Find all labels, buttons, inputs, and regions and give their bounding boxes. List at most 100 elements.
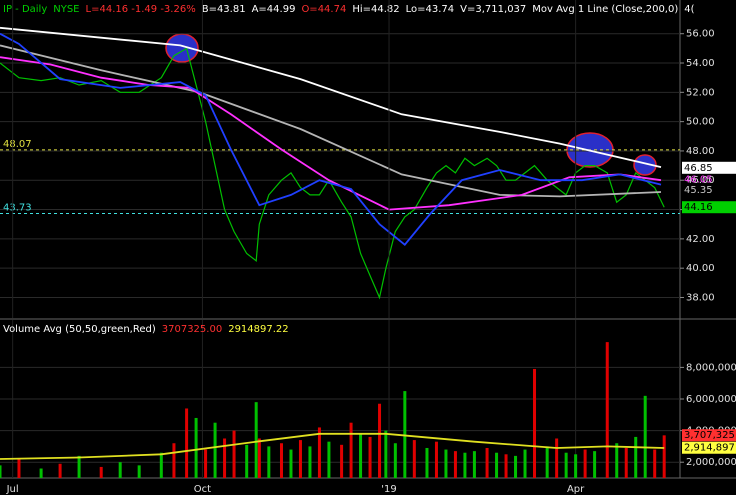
last-value-label: 46.05 bbox=[684, 175, 713, 186]
header-text: 4( bbox=[684, 4, 694, 15]
header-text: Hi=44.82 bbox=[352, 4, 399, 15]
volume-bar bbox=[77, 455, 81, 478]
volume-bar bbox=[593, 451, 597, 478]
volume-bar bbox=[118, 462, 122, 478]
volume-bar bbox=[39, 468, 43, 478]
volume-bar bbox=[232, 430, 236, 478]
volume-bar bbox=[137, 465, 141, 478]
volume-bar bbox=[574, 454, 578, 478]
volume-bar bbox=[564, 452, 568, 478]
volume-bar bbox=[434, 441, 438, 478]
volume-bar bbox=[368, 436, 372, 478]
volume-bar bbox=[495, 452, 499, 478]
header-text: L=44.16 -1.49 -3.26% bbox=[86, 4, 196, 15]
volume-bar bbox=[172, 443, 176, 478]
last-value-box bbox=[682, 201, 736, 214]
volume-bar bbox=[267, 446, 271, 478]
y-tick-label: 40.00 bbox=[686, 263, 715, 274]
y-tick-label: 50.00 bbox=[686, 117, 715, 128]
level-label: 48.07 bbox=[3, 139, 32, 150]
last-value-label: 3,707,325 bbox=[684, 430, 735, 441]
volume-bar bbox=[58, 463, 62, 478]
last-value-box bbox=[682, 441, 736, 454]
last-value-label: 2,914,897 bbox=[684, 443, 735, 454]
header-text: A=44.99 bbox=[252, 4, 296, 15]
volume-bar bbox=[662, 435, 666, 478]
header-text: Volume Avg (50,50,green,Red) bbox=[3, 324, 156, 335]
header-text: Mov Avg 1 Line (Close,200,0) bbox=[532, 4, 678, 15]
volume-bar bbox=[403, 391, 407, 478]
volume-bar bbox=[308, 446, 312, 478]
volume-bar bbox=[340, 444, 344, 478]
volume-bar bbox=[605, 342, 609, 478]
volume-bar bbox=[412, 440, 416, 478]
volume-bar bbox=[279, 443, 283, 478]
volume-bar bbox=[533, 368, 537, 478]
y-tick-label: 46.00 bbox=[686, 175, 715, 186]
volume-bar bbox=[245, 444, 249, 478]
volume-bar bbox=[384, 430, 388, 478]
header-text: 2914897.22 bbox=[228, 324, 288, 335]
volume-bar bbox=[257, 438, 261, 478]
header-text: Lo=43.74 bbox=[406, 4, 455, 15]
x-tick-label: '19 bbox=[381, 484, 396, 495]
volume-bar bbox=[624, 447, 628, 478]
x-tick-label: Oct bbox=[194, 484, 211, 495]
y-tick-label: 38.00 bbox=[686, 292, 715, 303]
last-value-label: 44.16 bbox=[684, 202, 713, 213]
volume-bar bbox=[555, 438, 559, 478]
volume-bar bbox=[298, 440, 302, 478]
highlight-ellipse bbox=[633, 154, 657, 176]
volume-bar bbox=[204, 449, 208, 478]
header-text: V=3,711,037 bbox=[460, 4, 526, 15]
x-tick-label: Apr bbox=[567, 484, 585, 495]
volume-bar bbox=[99, 466, 103, 478]
y-tick-label: 6,000,000 bbox=[686, 394, 736, 405]
panel-header: Volume Avg (50,50,green,Red) 3707325.00 29… bbox=[3, 324, 289, 335]
y-tick-label: 42.00 bbox=[686, 234, 715, 245]
y-tick-label: 2,000,000 bbox=[686, 457, 736, 468]
volume-bar bbox=[254, 402, 258, 478]
last-value-box bbox=[682, 161, 736, 174]
y-tick-label: 52.00 bbox=[686, 87, 715, 98]
volume-bar bbox=[583, 449, 587, 478]
volume-bar bbox=[472, 451, 476, 478]
volume-bar bbox=[194, 417, 198, 478]
volume-bar bbox=[185, 408, 189, 478]
volume-bar bbox=[159, 452, 163, 478]
volume-bar bbox=[0, 465, 2, 478]
volume-bar bbox=[359, 433, 363, 478]
volume-bar bbox=[485, 447, 489, 478]
volume-bar bbox=[453, 451, 457, 478]
volume-bar bbox=[643, 395, 647, 478]
panel-header: IP - Daily NYSE L=44.16 -1.49 -3.26% B=43.8… bbox=[3, 4, 695, 15]
header-text: B=43.81 bbox=[202, 4, 246, 15]
y-tick-label: 8,000,000 bbox=[686, 362, 736, 373]
y-tick-label: 56.00 bbox=[686, 29, 715, 40]
series-line bbox=[0, 47, 665, 300]
volume-bar bbox=[514, 455, 518, 478]
header-text: NYSE bbox=[53, 4, 79, 15]
volume-bar bbox=[213, 422, 217, 478]
y-tick-label: 48.00 bbox=[686, 146, 715, 157]
volume-bar bbox=[634, 436, 638, 478]
volume-bar bbox=[393, 443, 397, 478]
volume-bar bbox=[317, 427, 321, 478]
header-text: 3707325.00 bbox=[162, 324, 222, 335]
volume-bar bbox=[463, 452, 467, 478]
volume-bar bbox=[327, 441, 331, 478]
volume-bar bbox=[17, 459, 21, 478]
series-line bbox=[0, 432, 665, 460]
series-line bbox=[0, 32, 662, 246]
volume-bar bbox=[545, 446, 549, 478]
last-value-box bbox=[682, 429, 736, 442]
level-label: 43.73 bbox=[3, 203, 32, 214]
volume-bar bbox=[444, 449, 448, 478]
series-line bbox=[0, 44, 662, 198]
volume-bar bbox=[223, 438, 227, 478]
volume-bar bbox=[289, 449, 293, 478]
header-text: IP - Daily bbox=[3, 4, 47, 15]
header-text: O=44.74 bbox=[301, 4, 346, 15]
last-value-label: 46.85 bbox=[684, 163, 713, 174]
